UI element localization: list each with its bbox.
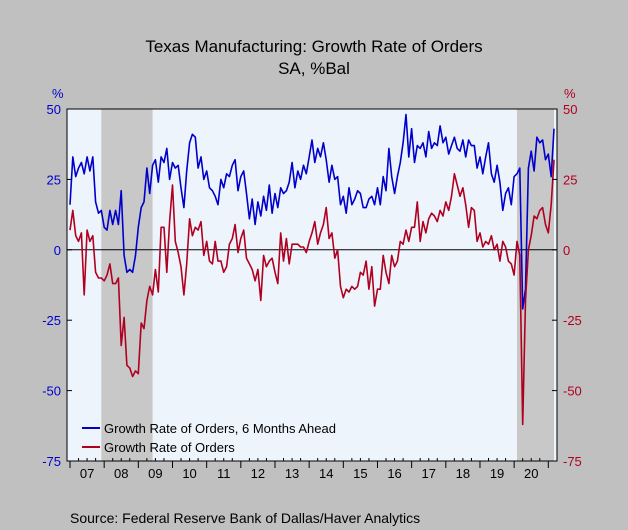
left-tick-label: 50 [47, 102, 61, 117]
right-axis: 50 25 0 -25 -50 -75 [552, 102, 582, 469]
left-tick-label: -50 [42, 384, 61, 399]
x-tick-label: 07 [80, 466, 94, 481]
x-tick-label: 10 [182, 466, 196, 481]
legend: Growth Rate of Orders, 6 Months Ahead Gro… [82, 421, 336, 455]
right-tick-label: -75 [563, 454, 582, 469]
x-tick-label: 11 [217, 466, 231, 481]
chart-title: Texas Manufacturing: Growth Rate of Orde… [145, 37, 482, 56]
source-note: Source: Federal Reserve Bank of Dallas/H… [70, 510, 420, 526]
right-tick-label: -50 [563, 384, 582, 399]
left-axis: 50 25 0 -25 -50 -75 [42, 102, 72, 469]
left-tick-label: -25 [42, 313, 61, 328]
recession-band-1 [101, 109, 153, 461]
chart-subtitle: SA, %Bal [278, 59, 350, 78]
x-tick-label: 13 [285, 466, 299, 481]
left-tick-label: 0 [54, 243, 61, 258]
x-tick-label: 19 [490, 466, 504, 481]
x-tick-label: 12 [251, 466, 265, 481]
left-axis-unit: % [52, 86, 64, 101]
plot-border [66, 108, 558, 462]
x-tick-label: 16 [387, 466, 401, 481]
x-tick-label: 14 [319, 466, 333, 481]
x-tick-label: 08 [114, 466, 128, 481]
x-tick-label: 20 [524, 466, 538, 481]
left-tick-label: 25 [47, 172, 61, 187]
legend-label-1: Growth Rate of Orders, 6 Months Ahead [104, 421, 336, 436]
x-tick-label: 17 [421, 466, 435, 481]
series-line-2 [69, 159, 555, 426]
right-tick-label: 25 [563, 172, 577, 187]
x-tick-label: 15 [353, 466, 367, 481]
right-tick-label: 50 [563, 102, 577, 117]
x-tick-label: 09 [148, 466, 162, 481]
series-lines [69, 113, 555, 426]
x-axis: 07 08 09 10 11 12 13 14 15 16 17 18 19 20 [69, 458, 549, 481]
left-tick-label: -75 [42, 454, 61, 469]
series-line-1 [69, 113, 555, 310]
right-axis-unit: % [564, 86, 576, 101]
x-tick-label: 18 [456, 466, 470, 481]
right-tick-label: -25 [563, 313, 582, 328]
right-tick-label: 0 [563, 243, 570, 258]
legend-label-2: Growth Rate of Orders [104, 440, 235, 455]
